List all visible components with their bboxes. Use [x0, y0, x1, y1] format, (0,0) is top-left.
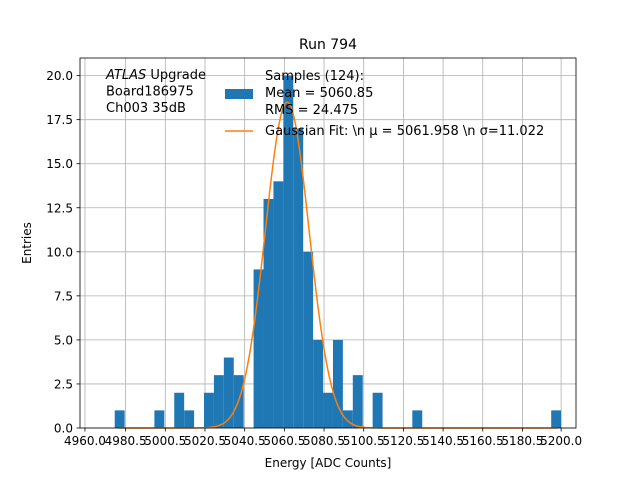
legend-swatch-samples	[225, 89, 253, 99]
y-tick-label: 15.0	[46, 157, 73, 171]
annotation-line: Ch003 35dB	[106, 101, 186, 116]
histogram-bar	[253, 269, 264, 428]
y-tick-label: 12.5	[46, 201, 73, 215]
histogram-bar	[352, 375, 363, 428]
x-tick-label: 5060.5	[263, 434, 305, 448]
histogram-bar	[204, 392, 214, 428]
x-axis-label: Energy [ADC Counts]	[265, 456, 392, 470]
legend-label-samples: Samples (124):	[265, 69, 364, 84]
histogram-bar	[313, 339, 324, 428]
x-tick-label: 5080.5	[303, 434, 345, 448]
x-tick-label: 5000.5	[144, 434, 186, 448]
legend-label-fit: Gaussian Fit: \n μ = 5061.958 \n σ=11.02…	[265, 124, 544, 139]
x-tick-label: 4960.0	[64, 434, 106, 448]
histogram-bar	[323, 392, 333, 428]
y-tick-label: 10.0	[46, 245, 73, 259]
histogram-bar	[114, 410, 125, 428]
legend: Samples (124): Mean = 5060.85 RMS = 24.4…	[225, 69, 544, 139]
histogram-bar	[303, 251, 314, 428]
plot-frame	[79, 57, 577, 429]
y-axis-label: Entries	[20, 222, 34, 264]
histogram-bar	[223, 357, 234, 428]
x-tick-label: 5180.5	[501, 434, 543, 448]
histogram-bar	[154, 410, 165, 428]
histogram-bar	[184, 410, 195, 428]
chart-title: Run 794	[299, 37, 357, 53]
y-axis-ticks: 0.0 2.5 5.0 7.5 10.0 12.5 15.0 17.5 20.0	[46, 69, 80, 436]
histogram-bar	[412, 410, 423, 428]
histogram-bar	[263, 198, 274, 428]
x-tick-label: 5100.5	[343, 434, 385, 448]
histogram-bar	[342, 410, 353, 428]
x-tick-label: 5200.0	[540, 434, 582, 448]
y-tick-label: 0.0	[54, 422, 73, 436]
histogram-bar	[273, 181, 284, 428]
x-tick-label: 5140.5	[422, 434, 464, 448]
x-tick-label: 5040.5	[224, 434, 266, 448]
y-tick-label: 7.5	[54, 289, 73, 303]
y-tick-label: 17.5	[46, 113, 73, 127]
histogram-bar	[293, 128, 304, 428]
y-tick-label: 20.0	[46, 69, 73, 83]
histogram-bar	[283, 75, 294, 428]
histogram-bar	[174, 392, 185, 428]
histogram-bar	[372, 392, 383, 428]
x-tick-label: 5020.5	[184, 434, 226, 448]
legend-label-samples: Mean = 5060.85	[265, 86, 373, 101]
annotation-line: Board186975	[106, 85, 194, 100]
x-axis-ticks: 4960.04980.55000.55020.55040.55060.55080…	[64, 428, 582, 448]
x-tick-label: 5160.5	[462, 434, 504, 448]
y-tick-label: 2.5	[54, 377, 73, 391]
histogram-bar	[551, 410, 562, 428]
x-tick-label: 5120.5	[382, 434, 424, 448]
x-tick-label: 4980.5	[105, 434, 147, 448]
y-tick-label: 5.0	[54, 333, 73, 347]
histogram-bar	[332, 339, 343, 428]
annotation-line: ATLAS Upgrade	[105, 68, 206, 83]
atlas-annotation: ATLAS Upgrade Board186975 Ch003 35dB	[105, 68, 206, 116]
histogram-bar	[213, 375, 224, 428]
legend-label-samples: RMS = 24.475	[265, 103, 358, 118]
